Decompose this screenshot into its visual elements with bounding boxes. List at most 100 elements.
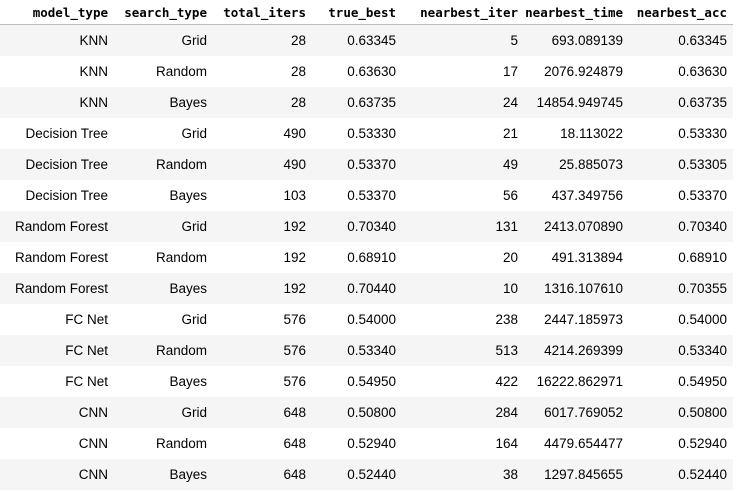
search-type-cell: Random bbox=[114, 428, 213, 459]
model-type-cell: CNN bbox=[0, 428, 114, 459]
nearbest-time-cell: 437.349756 bbox=[524, 180, 629, 211]
column-header-model-type: model_type bbox=[0, 0, 114, 25]
model-type-cell: Decision Tree bbox=[0, 149, 114, 180]
model-type-cell: Random Forest bbox=[0, 242, 114, 273]
table-row: KNN Bayes 28 0.63735 24 14854.949745 0.63735 bbox=[0, 87, 733, 118]
nearbest-time-cell: 4214.269399 bbox=[524, 335, 629, 366]
nearbest-time-cell: 14854.949745 bbox=[524, 87, 629, 118]
table-row: KNN Random 28 0.63630 17 2076.924879 0.63630 bbox=[0, 56, 733, 87]
table-header: model_type search_type total_iters true_… bbox=[0, 0, 733, 25]
nearbest-time-cell: 491.313894 bbox=[524, 242, 629, 273]
search-type-cell: Bayes bbox=[114, 180, 213, 211]
nearbest-time-cell: 2076.924879 bbox=[524, 56, 629, 87]
nearbest-iter-cell: 56 bbox=[402, 180, 524, 211]
total-iters-cell: 648 bbox=[213, 428, 312, 459]
nearbest-iter-cell: 20 bbox=[402, 242, 524, 273]
table-row: FC Net Bayes 576 0.54950 422 16222.862971 0.54… bbox=[0, 366, 733, 397]
model-type-cell: Decision Tree bbox=[0, 118, 114, 149]
search-type-cell: Random bbox=[114, 56, 213, 87]
true-best-cell: 0.53340 bbox=[312, 335, 402, 366]
nearbest-acc-cell: 0.70340 bbox=[629, 211, 733, 242]
true-best-cell: 0.68910 bbox=[312, 242, 402, 273]
true-best-cell: 0.63735 bbox=[312, 87, 402, 118]
nearbest-acc-cell: 0.53340 bbox=[629, 335, 733, 366]
header-row: model_type search_type total_iters true_… bbox=[0, 0, 733, 25]
model-type-cell: CNN bbox=[0, 459, 114, 490]
search-type-cell: Grid bbox=[114, 118, 213, 149]
nearbest-acc-cell: 0.54000 bbox=[629, 304, 733, 335]
total-iters-cell: 490 bbox=[213, 118, 312, 149]
nearbest-acc-cell: 0.50800 bbox=[629, 397, 733, 428]
model-type-cell: Random Forest bbox=[0, 273, 114, 304]
nearbest-iter-cell: 10 bbox=[402, 273, 524, 304]
total-iters-cell: 192 bbox=[213, 211, 312, 242]
true-best-cell: 0.63630 bbox=[312, 56, 402, 87]
model-type-cell: KNN bbox=[0, 24, 114, 56]
true-best-cell: 0.50800 bbox=[312, 397, 402, 428]
table-row: FC Net Random 576 0.53340 513 4214.269399 0.53… bbox=[0, 335, 733, 366]
nearbest-iter-cell: 422 bbox=[402, 366, 524, 397]
true-best-cell: 0.70340 bbox=[312, 211, 402, 242]
column-header-total-iters: total_iters bbox=[213, 0, 312, 25]
model-type-cell: Random Forest bbox=[0, 211, 114, 242]
true-best-cell: 0.54000 bbox=[312, 304, 402, 335]
table-row: FC Net Grid 576 0.54000 238 2447.185973 0.5400… bbox=[0, 304, 733, 335]
search-type-cell: Random bbox=[114, 149, 213, 180]
nearbest-iter-cell: 513 bbox=[402, 335, 524, 366]
nearbest-iter-cell: 38 bbox=[402, 459, 524, 490]
search-type-cell: Grid bbox=[114, 397, 213, 428]
total-iters-cell: 490 bbox=[213, 149, 312, 180]
nearbest-time-cell: 18.113022 bbox=[524, 118, 629, 149]
true-best-cell: 0.52940 bbox=[312, 428, 402, 459]
search-type-cell: Grid bbox=[114, 24, 213, 56]
model-type-cell: KNN bbox=[0, 56, 114, 87]
search-type-cell: Bayes bbox=[114, 366, 213, 397]
nearbest-acc-cell: 0.53370 bbox=[629, 180, 733, 211]
table-row: Random Forest Bayes 192 0.70440 10 1316.10761… bbox=[0, 273, 733, 304]
nearbest-acc-cell: 0.53305 bbox=[629, 149, 733, 180]
nearbest-acc-cell: 0.63630 bbox=[629, 56, 733, 87]
nearbest-iter-cell: 164 bbox=[402, 428, 524, 459]
nearbest-acc-cell: 0.70355 bbox=[629, 273, 733, 304]
model-type-cell: FC Net bbox=[0, 366, 114, 397]
nearbest-time-cell: 6017.769052 bbox=[524, 397, 629, 428]
search-type-cell: Random bbox=[114, 335, 213, 366]
nearbest-time-cell: 1297.845655 bbox=[524, 459, 629, 490]
column-header-true-best: true_best bbox=[312, 0, 402, 25]
true-best-cell: 0.53370 bbox=[312, 149, 402, 180]
true-best-cell: 0.52440 bbox=[312, 459, 402, 490]
table-row: CNN Grid 648 0.50800 284 6017.769052 0.50800 bbox=[0, 397, 733, 428]
total-iters-cell: 28 bbox=[213, 24, 312, 56]
nearbest-iter-cell: 5 bbox=[402, 24, 524, 56]
nearbest-time-cell: 4479.654477 bbox=[524, 428, 629, 459]
nearbest-time-cell: 2447.185973 bbox=[524, 304, 629, 335]
total-iters-cell: 576 bbox=[213, 304, 312, 335]
search-type-cell: Bayes bbox=[114, 459, 213, 490]
nearbest-iter-cell: 21 bbox=[402, 118, 524, 149]
total-iters-cell: 192 bbox=[213, 242, 312, 273]
nearbest-time-cell: 693.089139 bbox=[524, 24, 629, 56]
nearbest-time-cell: 2413.070890 bbox=[524, 211, 629, 242]
model-type-cell: CNN bbox=[0, 397, 114, 428]
column-header-search-type: search_type bbox=[114, 0, 213, 25]
total-iters-cell: 648 bbox=[213, 397, 312, 428]
nearbest-iter-cell: 238 bbox=[402, 304, 524, 335]
model-type-cell: FC Net bbox=[0, 304, 114, 335]
model-type-cell: KNN bbox=[0, 87, 114, 118]
true-best-cell: 0.53330 bbox=[312, 118, 402, 149]
true-best-cell: 0.53370 bbox=[312, 180, 402, 211]
nearbest-acc-cell: 0.52440 bbox=[629, 459, 733, 490]
nearbest-acc-cell: 0.52940 bbox=[629, 428, 733, 459]
total-iters-cell: 103 bbox=[213, 180, 312, 211]
table-row: CNN Random 648 0.52940 164 4479.654477 0.52940 bbox=[0, 428, 733, 459]
true-best-cell: 0.54950 bbox=[312, 366, 402, 397]
table-row: CNN Bayes 648 0.52440 38 1297.845655 0.52440 bbox=[0, 459, 733, 490]
nearbest-time-cell: 1316.107610 bbox=[524, 273, 629, 304]
column-header-nearbest-time: nearbest_time bbox=[524, 0, 629, 25]
table-body: KNN Grid 28 0.63345 5 693.089139 0.63345 KNN Ran… bbox=[0, 24, 733, 490]
nearbest-iter-cell: 24 bbox=[402, 87, 524, 118]
nearbest-time-cell: 25.885073 bbox=[524, 149, 629, 180]
nearbest-iter-cell: 17 bbox=[402, 56, 524, 87]
